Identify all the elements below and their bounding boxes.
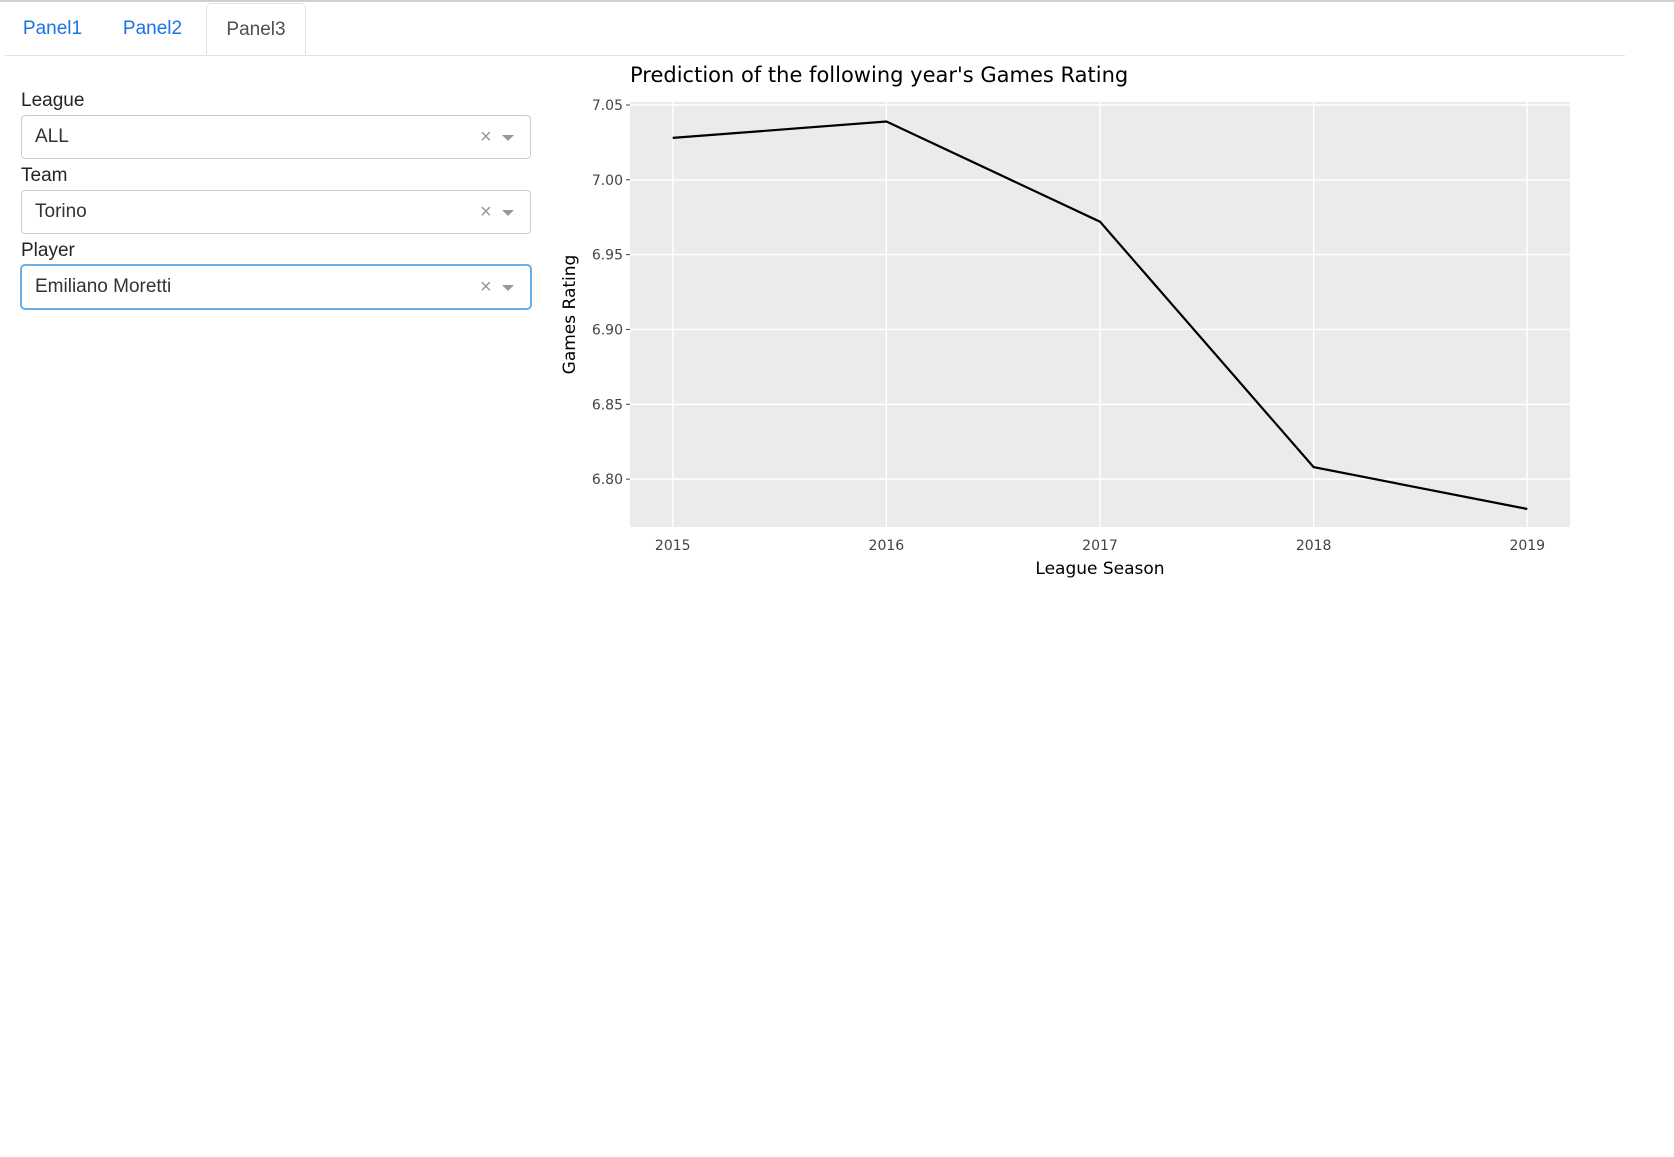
y-tick-label: 6.90: [592, 322, 623, 338]
y-axis-title: Games Rating: [560, 255, 580, 375]
window-top-border: [0, 0, 1674, 2]
player-selected-value: Emiliano Moretti: [35, 276, 172, 297]
team-select[interactable]: Torino ×: [21, 190, 531, 234]
x-axis-ticks: 2015 2016 2017 2018 2019: [655, 538, 1545, 554]
y-tick-label: 7.05: [592, 98, 623, 114]
player-select[interactable]: Emiliano Moretti ×: [21, 265, 531, 309]
tab-panel1[interactable]: Panel1: [22, 18, 83, 39]
tab-bar: Panel1 Panel2 Panel3: [5, 3, 1625, 56]
y-tick-label: 6.80: [592, 472, 623, 488]
team-label: Team: [21, 165, 68, 186]
league-selected-value: ALL: [35, 126, 69, 147]
chart-title: Prediction of the following year's Games…: [630, 63, 1128, 87]
y-axis-ticks: 6.80 6.85 6.90 6.95 7.00 7.05: [592, 98, 630, 488]
y-tick-label: 6.85: [592, 397, 623, 413]
chevron-down-icon[interactable]: [502, 135, 514, 141]
tab-panel3[interactable]: Panel3: [206, 3, 306, 55]
clear-icon[interactable]: ×: [480, 126, 492, 148]
chevron-down-icon[interactable]: [502, 210, 514, 216]
player-label: Player: [21, 240, 75, 261]
league-select[interactable]: ALL ×: [21, 115, 531, 159]
x-tick-label: 2016: [869, 538, 905, 554]
y-tick-label: 7.00: [592, 173, 623, 189]
x-axis-title: League Season: [1035, 559, 1164, 579]
x-gridlines: [672, 102, 1528, 527]
y-tick-label: 6.95: [592, 248, 623, 264]
x-tick-label: 2018: [1296, 538, 1332, 554]
x-tick-label: 2017: [1082, 538, 1118, 554]
y-gridlines: [630, 104, 1570, 480]
clear-icon[interactable]: ×: [480, 276, 492, 298]
line-chart: Prediction of the following year's Games…: [560, 63, 1570, 579]
x-tick-label: 2015: [655, 538, 691, 554]
chevron-down-icon[interactable]: [502, 285, 514, 291]
clear-icon[interactable]: ×: [480, 201, 492, 223]
tab-panel2[interactable]: Panel2: [122, 18, 183, 39]
league-label: League: [21, 90, 85, 111]
x-tick-label: 2019: [1509, 538, 1545, 554]
team-selected-value: Torino: [35, 201, 87, 222]
series-line: [672, 120, 1528, 511]
